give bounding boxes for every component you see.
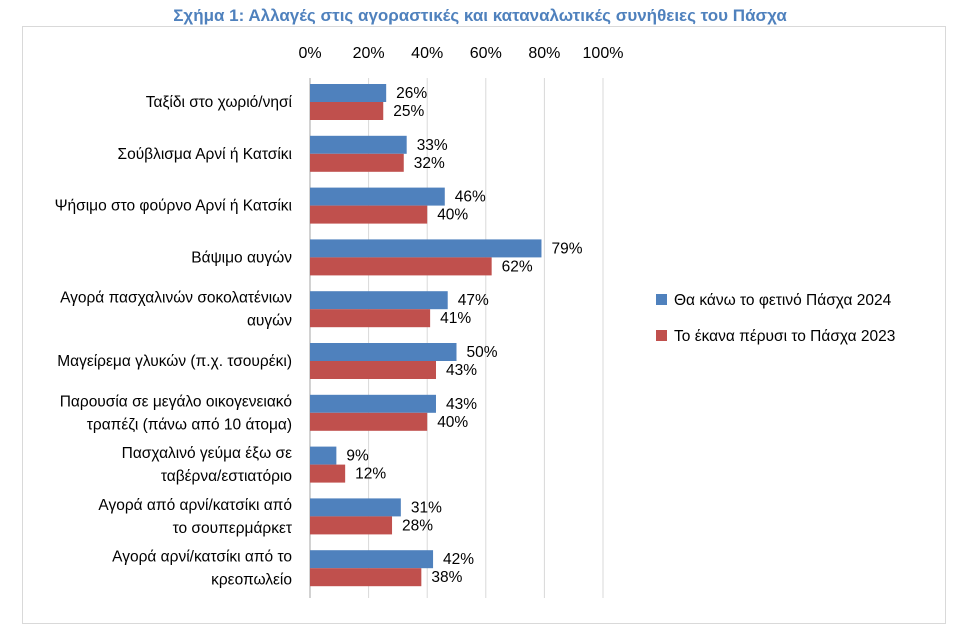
data-label: 47% (458, 292, 489, 309)
data-label: 46% (455, 189, 486, 206)
bar (310, 394, 436, 413)
data-label: 25% (393, 103, 424, 120)
bar (310, 343, 457, 361)
bar (310, 291, 448, 310)
data-label: 40% (437, 414, 468, 431)
bar (310, 516, 393, 535)
bar (310, 257, 492, 276)
bar (310, 361, 436, 379)
category-label: κρεοπωλείο (211, 572, 292, 589)
bar (310, 568, 422, 587)
data-label: 50% (467, 344, 498, 361)
bar (310, 446, 337, 465)
data-label: 41% (440, 310, 471, 327)
category-label: Αγορά πασχαλινών σοκολατένιων (60, 290, 292, 307)
data-label: 42% (443, 551, 474, 568)
category-label: Σούβλισμα Αρνί ή Κατσίκι (118, 146, 293, 163)
x-tick-label: 60% (470, 45, 502, 62)
bar (310, 239, 542, 258)
bar (310, 464, 346, 483)
x-tick-label: 0% (298, 45, 321, 62)
category-label: τραπέζι (πάνω από 10 άτομα) (87, 416, 292, 433)
data-label: 28% (402, 517, 433, 534)
bar (310, 412, 428, 431)
category-label: Παρουσία σε μεγάλο οικογενειακό (60, 393, 292, 410)
data-label: 79% (551, 240, 582, 257)
bar (310, 187, 445, 206)
data-label: 38% (431, 569, 462, 586)
x-tick-label: 20% (353, 45, 385, 62)
data-label: 33% (417, 137, 448, 154)
bar (310, 84, 387, 102)
category-label: Ταξίδι στο χωριό/νησί (146, 94, 293, 111)
bar (310, 550, 434, 569)
category-label: Ψήσιμο στο φούρνο Αρνί ή Κατσίκι (55, 198, 292, 215)
data-label: 43% (446, 362, 477, 379)
x-tick-label: 100% (583, 45, 624, 62)
x-tick-label: 40% (411, 45, 443, 62)
category-label: Αγορά από αρνί/κατσίκι από (98, 497, 292, 514)
data-label: 26% (396, 85, 427, 102)
data-label: 31% (411, 499, 442, 516)
data-label: 40% (437, 207, 468, 224)
bar (310, 309, 431, 328)
category-label: Βάψιμο αυγών (191, 249, 292, 266)
legend-label: Θα κάνω το φετινό Πάσχα 2024 (674, 292, 892, 309)
category-label: το σουπερμάρκετ (173, 520, 292, 537)
data-label: 43% (446, 396, 477, 413)
data-label: 62% (502, 258, 533, 275)
category-label: Αγορά αρνί/κατσίκι από το (112, 549, 292, 566)
bar (310, 153, 404, 172)
category-label: ταβέρνα/εστιατόριο (161, 468, 292, 485)
x-tick-label: 80% (528, 45, 560, 62)
legend-swatch (656, 294, 667, 305)
bar (310, 205, 428, 224)
legend-swatch (656, 330, 667, 341)
legend-label: Το έκανα πέρυσι το Πάσχα 2023 (674, 328, 895, 345)
bar (310, 102, 384, 120)
data-label: 9% (346, 448, 369, 465)
category-label: Μαγείρεμα γλυκών (π.χ. τσουρέκι) (57, 353, 292, 370)
category-label: αυγών (247, 313, 292, 330)
bar (310, 135, 407, 154)
data-label: 12% (355, 466, 386, 483)
data-label: 32% (414, 155, 445, 172)
chart-frame (22, 26, 946, 624)
chart-title: Σχήμα 1: Αλλαγές στις αγοραστικές και κα… (173, 6, 787, 25)
bar (310, 498, 401, 517)
category-label: Πασχαλινό γεύμα έξω σε (122, 445, 292, 462)
